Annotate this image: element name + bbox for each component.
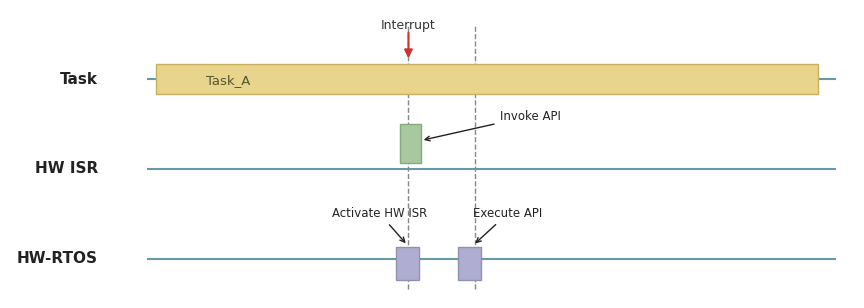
- Text: Invoke API: Invoke API: [425, 110, 561, 141]
- FancyBboxPatch shape: [458, 247, 481, 280]
- Text: Interrupt: Interrupt: [381, 19, 435, 32]
- Text: Activate HW ISR: Activate HW ISR: [332, 207, 427, 242]
- Text: HW-RTOS: HW-RTOS: [17, 251, 98, 266]
- Text: Execute API: Execute API: [473, 207, 543, 242]
- Text: Task: Task: [60, 71, 98, 87]
- FancyBboxPatch shape: [400, 124, 421, 163]
- FancyBboxPatch shape: [156, 64, 818, 94]
- Text: Task_A: Task_A: [206, 74, 250, 87]
- Text: HW ISR: HW ISR: [35, 161, 98, 176]
- FancyBboxPatch shape: [396, 247, 419, 280]
